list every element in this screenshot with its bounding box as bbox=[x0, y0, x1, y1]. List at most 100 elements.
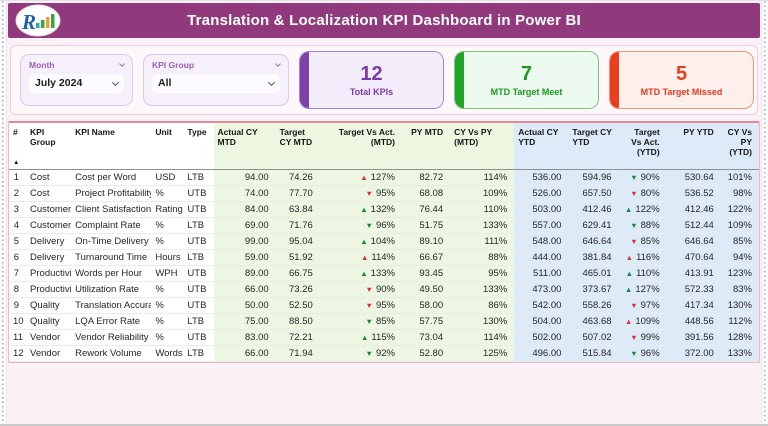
cell-tva_mtd: ▼ 96% bbox=[319, 217, 402, 234]
cell-num: 10 bbox=[9, 313, 27, 330]
cell-actual_ytd: 542.00 bbox=[514, 297, 569, 314]
cell-type: UTB bbox=[183, 233, 214, 250]
arrow-down-icon: ▼ bbox=[365, 316, 373, 326]
arrow-up-icon: ▲ bbox=[360, 204, 368, 214]
cell-actual_ytd: 496.00 bbox=[514, 345, 569, 362]
cell-tva_ytd: ▼ 99% bbox=[618, 329, 667, 346]
cell-tva_mtd: ▲ 114% bbox=[319, 249, 402, 266]
column-header-py_mtd[interactable]: PY MTD bbox=[401, 123, 451, 170]
table-row[interactable]: 6 Delivery Turnaround Time Hours LTB 59.00 51.… bbox=[9, 249, 759, 266]
card-value: 7 bbox=[520, 63, 533, 85]
cell-actual_ytd: 536.00 bbox=[514, 169, 569, 186]
arrow-down-icon: ▼ bbox=[365, 300, 373, 310]
column-header-name[interactable]: KPI Name bbox=[71, 123, 152, 170]
cell-py_ytd: 413.91 bbox=[666, 265, 721, 282]
cell-cy_py_mtd: 109% bbox=[450, 185, 515, 202]
cell-target_mtd: 71.94 bbox=[275, 345, 320, 362]
header-row: # ▲ KPI Group KPI Name Unit Type Actual CY MTD… bbox=[9, 123, 759, 170]
arrow-down-icon: ▼ bbox=[630, 236, 638, 246]
column-header-group[interactable]: KPI Group bbox=[26, 123, 72, 170]
table-row[interactable]: 3 Customer Client Satisfaction Rating UTB 84.… bbox=[9, 201, 759, 218]
table-row[interactable]: 12 Vendor Rework Volume Words LTB 66.00 71.94 ▼… bbox=[9, 345, 759, 362]
variance-value: 127% bbox=[635, 283, 660, 295]
cell-target_mtd: 71.76 bbox=[275, 217, 320, 234]
arrow-down-icon: ▼ bbox=[630, 220, 638, 230]
cell-actual_mtd: 94.00 bbox=[213, 169, 276, 186]
cell-actual_ytd: 504.00 bbox=[514, 313, 569, 330]
column-header-cy_py_mtd[interactable]: CY Vs PY (MTD) bbox=[450, 123, 515, 170]
sort-ascending-icon[interactable]: ▲ bbox=[13, 158, 20, 166]
cell-target_ytd: 507.02 bbox=[568, 329, 619, 346]
slicer-selected-value: All bbox=[158, 77, 172, 89]
table-row[interactable]: 5 Delivery On-Time Delivery% UTB 99.00 95.04 ▲… bbox=[9, 233, 759, 250]
cell-unit: % bbox=[151, 185, 184, 202]
filter-panel: Month July 2024 KPI Group All 12 Total KPIs 7 M… bbox=[10, 45, 758, 115]
arrow-down-icon: ▼ bbox=[630, 348, 638, 358]
table-row[interactable]: 7ProductivityWords per HourWPHUTB89.0066… bbox=[9, 265, 759, 282]
cell-actual_ytd: 503.00 bbox=[514, 201, 569, 218]
arrow-down-icon: ▼ bbox=[630, 188, 638, 198]
column-header-target_ytd[interactable]: Target CY YTD bbox=[568, 123, 619, 170]
cell-py_ytd: 391.56 bbox=[666, 329, 721, 346]
table-row[interactable]: 10 Quality LQA Error Rate% LTB 75.00 88.50 ▼ 85… bbox=[9, 313, 759, 330]
cell-name: Turnaround Time bbox=[71, 249, 152, 266]
cell-tva_mtd: ▲ 132% bbox=[319, 201, 402, 218]
cell-cy_py_ytd: 130% bbox=[720, 297, 759, 314]
slicer-month-dropdown[interactable]: July 2024 bbox=[29, 74, 124, 93]
cell-unit: % bbox=[151, 281, 184, 298]
cell-tva_ytd: ▼ 85% bbox=[618, 233, 667, 250]
cell-tva_ytd: ▲ 116% bbox=[618, 249, 667, 266]
cell-tva_ytd: ▲ 122% bbox=[618, 201, 667, 218]
summary-card-mtd-target-meet: 7 MTD Target Meet bbox=[454, 51, 599, 109]
column-header-num[interactable]: # ▲ bbox=[9, 123, 27, 170]
cell-target_ytd: 373.67 bbox=[568, 281, 619, 298]
variance-value: 122% bbox=[635, 203, 660, 215]
table-row[interactable]: 1 Cost Cost per Word USD LTB 94.00 74.26 ▲ 127% 8… bbox=[9, 169, 759, 186]
cell-py_mtd: 89.10 bbox=[401, 233, 451, 250]
cell-target_ytd: 646.64 bbox=[568, 233, 619, 250]
table-row[interactable]: 4 Customer Complaint Rate% LTB 69.00 71.76 ▼ 96… bbox=[9, 217, 759, 234]
column-header-actual_mtd[interactable]: Actual CY MTD bbox=[213, 123, 276, 170]
cell-cy_py_ytd: 85% bbox=[720, 233, 759, 250]
slicer-selected-value: July 2024 bbox=[35, 77, 83, 89]
column-header-actual_ytd[interactable]: Actual CY YTD bbox=[514, 123, 569, 170]
slicer-month-header[interactable]: Month bbox=[29, 60, 125, 70]
variance-value: 95% bbox=[375, 299, 395, 311]
column-header-type[interactable]: Type bbox=[183, 123, 214, 170]
cell-tva_ytd: ▼ 80% bbox=[618, 185, 667, 202]
arrow-up-icon: ▲ bbox=[360, 172, 368, 182]
cell-group: Delivery bbox=[26, 249, 72, 266]
cell-group: Vendor bbox=[26, 345, 72, 362]
cell-actual_ytd: 473.00 bbox=[514, 281, 569, 298]
table-row[interactable]: 2 Cost Project Profitability% UTB 74.00 77.70… bbox=[9, 185, 759, 202]
table-row[interactable]: 8ProductivityUtilization Rate%UTB66.0073… bbox=[9, 281, 759, 298]
column-header-py_ytd[interactable]: PY YTD bbox=[666, 123, 721, 170]
slicer-kpi-group-header[interactable]: KPI Group bbox=[152, 60, 281, 70]
chevron-down-icon bbox=[267, 78, 276, 86]
table-row[interactable]: 11 Vendor Vendor Reliability% UTB 83.00 72.21… bbox=[9, 329, 759, 346]
cell-num: 6 bbox=[9, 249, 27, 266]
cell-cy_py_mtd: 114% bbox=[450, 169, 515, 186]
column-header-tva_mtd[interactable]: Target Vs Act. (MTD) bbox=[319, 123, 402, 170]
column-header-tva_ytd[interactable]: Target Vs Act. (YTD) bbox=[618, 123, 667, 170]
variance-value: 90% bbox=[375, 283, 395, 295]
cell-cy_py_mtd: 111% bbox=[450, 233, 515, 250]
column-header-unit[interactable]: Unit bbox=[151, 123, 184, 170]
slicer-label: Month bbox=[29, 60, 55, 70]
cell-py_ytd: 536.52 bbox=[666, 185, 721, 202]
cell-target_ytd: 412.46 bbox=[568, 201, 619, 218]
cell-target_ytd: 594.96 bbox=[568, 169, 619, 186]
cell-py_mtd: 68.08 bbox=[401, 185, 451, 202]
cell-unit: % bbox=[151, 313, 184, 330]
cell-actual_ytd: 526.00 bbox=[514, 185, 569, 202]
variance-value: 85% bbox=[375, 315, 395, 327]
arrow-up-icon: ▲ bbox=[360, 252, 369, 262]
column-header-target_mtd[interactable]: Target CY MTD bbox=[275, 123, 320, 170]
cell-type: LTB bbox=[183, 217, 214, 234]
cell-tva_ytd: ▼ 96% bbox=[618, 345, 667, 362]
column-header-cy_py_ytd[interactable]: CY Vs PY (YTD) bbox=[720, 123, 759, 170]
slicer-kpi-group-dropdown[interactable]: All bbox=[152, 74, 280, 93]
cell-target_mtd: 77.70 bbox=[275, 185, 320, 202]
